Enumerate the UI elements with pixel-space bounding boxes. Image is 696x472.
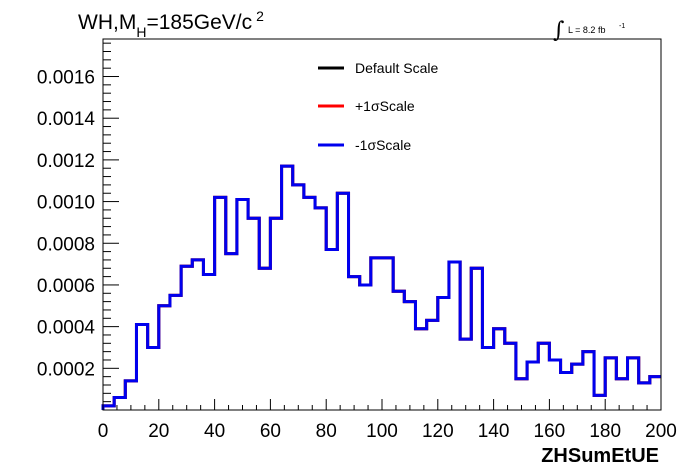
integral-sign: ∫ [553,18,565,43]
x-tick-label: 160 [534,421,566,442]
x-tick-label: 120 [422,421,454,442]
y-tick-label: 0.0004 [37,318,96,339]
x-tick-label: 60 [260,421,281,442]
x-tick-label: 0 [98,421,109,442]
lumi-superscript: -1 [619,23,625,30]
axis-ticks: 0 20 40 60 80 100 120 140 160 180 200 0.0002 0.0004 0… [37,42,677,442]
y-tick-label: 0.0010 [37,193,95,214]
x-tick-label: 140 [478,421,510,442]
title-superscript: 2 [256,8,264,24]
title-main: WH,M [78,11,136,34]
title-rest: =185GeV/c [146,11,252,34]
x-axis-title: ZHSumEtUE [541,445,659,467]
y-tick-label: 0.0008 [37,234,95,255]
y-tick-label: 0.0012 [37,151,95,172]
x-tick-label: 180 [589,421,621,442]
y-tick-label: 0.0016 [37,68,95,89]
y-tick-label: 0.0006 [37,276,95,297]
legend-label-plus1sigma: +1σScale [355,98,415,114]
series-line-1 [101,164,661,410]
chart-title: WH,MH=185GeV/c 2 [78,8,264,40]
x-tick-label: 40 [204,421,225,442]
legend-label-minus1sigma: -1σScale [355,137,411,153]
series-line-0 [101,164,661,410]
series-layer [101,164,661,410]
plot-frame [102,38,662,411]
y-tick-label: 0.0002 [37,359,95,380]
x-tick-label: 200 [645,421,677,442]
lumi-label: L = 8.2 fb [568,25,605,35]
x-tick-label: 100 [366,421,398,442]
legend-label-default: Default Scale [355,60,438,76]
legend: Default Scale +1σScale -1σScale [318,60,438,153]
title-subscript: H [136,24,146,40]
y-tick-label: 0.0014 [37,109,96,130]
x-tick-label: 80 [316,421,337,442]
series-line-2 [101,164,661,410]
x-tick-label: 20 [148,421,169,442]
